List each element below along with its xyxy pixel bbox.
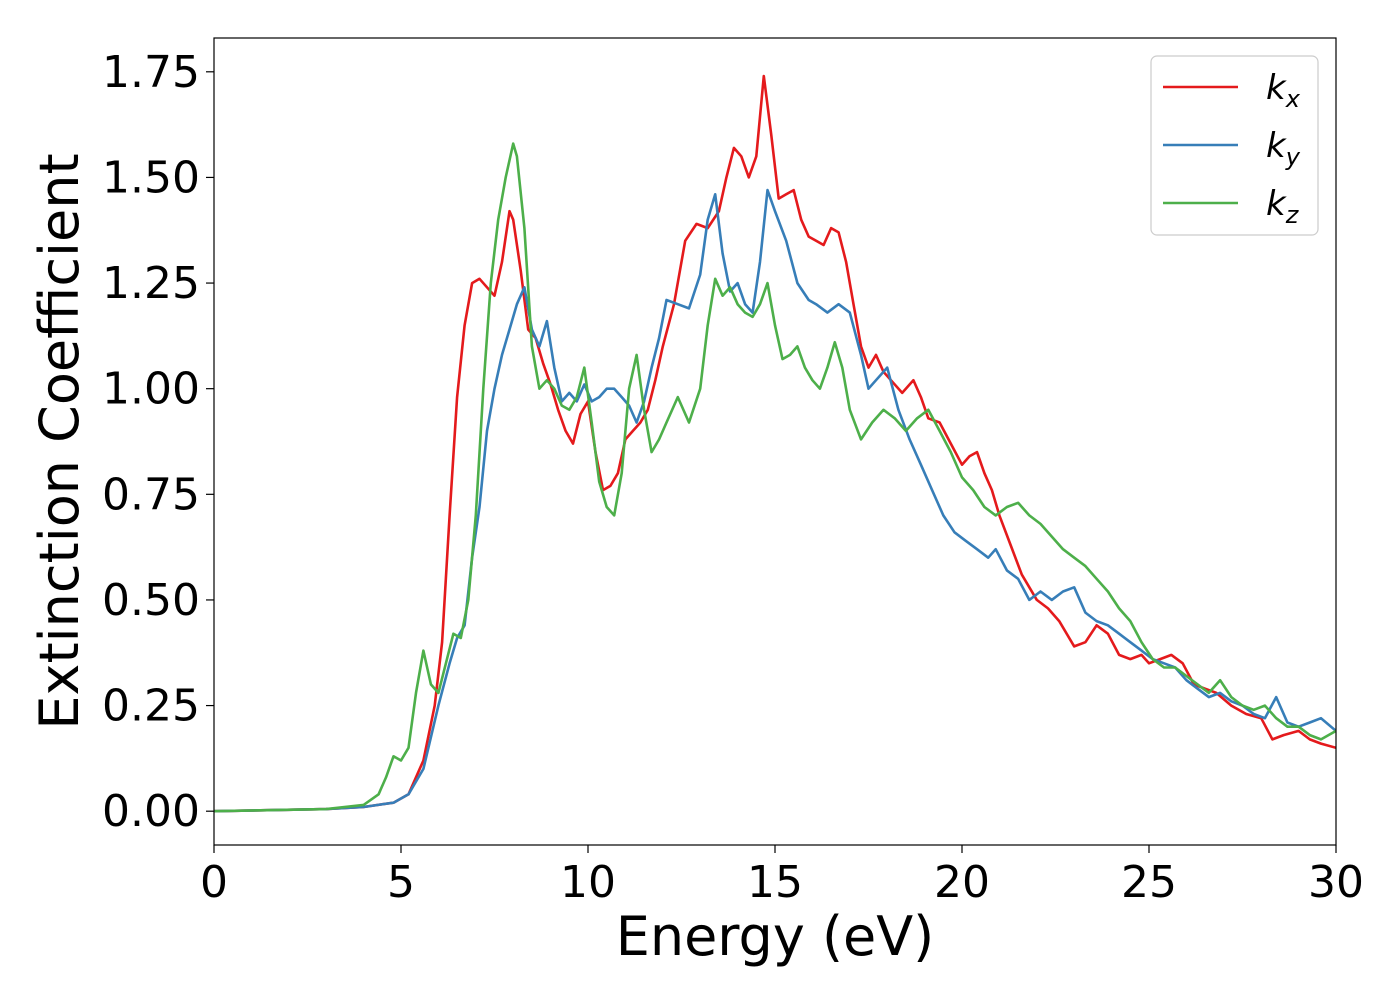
x-tick-label: 10 (560, 857, 616, 908)
x-tick-label: 30 (1308, 857, 1364, 908)
plot-area (214, 74, 1336, 813)
y-tick-label: 1.75 (102, 47, 200, 98)
x-tick-label: 15 (747, 857, 803, 908)
y-tick-label: 0.00 (102, 786, 200, 837)
y-tick-label: 0.50 (102, 575, 200, 626)
y-tick-label: 0.75 (102, 469, 200, 520)
x-tick-label: 25 (1121, 857, 1177, 908)
y-tick-label: 1.25 (102, 258, 200, 309)
series-line-kz (214, 142, 1336, 813)
series-line-ky (214, 188, 1336, 813)
y-tick-label: 1.50 (102, 152, 200, 203)
axes: 0 5 10 15 20 25 30 0.00 0.25 0.50 0.75 1.00 1.25 1.50… (102, 37, 1364, 908)
x-tick-label: 20 (934, 857, 990, 908)
legend-label-kx: kx (1266, 68, 1301, 113)
x-tick-label: 5 (387, 857, 415, 908)
series-line-kx (214, 74, 1336, 813)
y-tick-label: 1.00 (102, 364, 200, 415)
x-axis-title: Energy (eV) (616, 905, 935, 968)
legend-label-ky: ky (1266, 126, 1301, 171)
y-tick-label: 0.25 (102, 681, 200, 732)
x-tick-label: 0 (200, 857, 228, 908)
y-axis-title: Extinction Coefficient (28, 153, 91, 729)
